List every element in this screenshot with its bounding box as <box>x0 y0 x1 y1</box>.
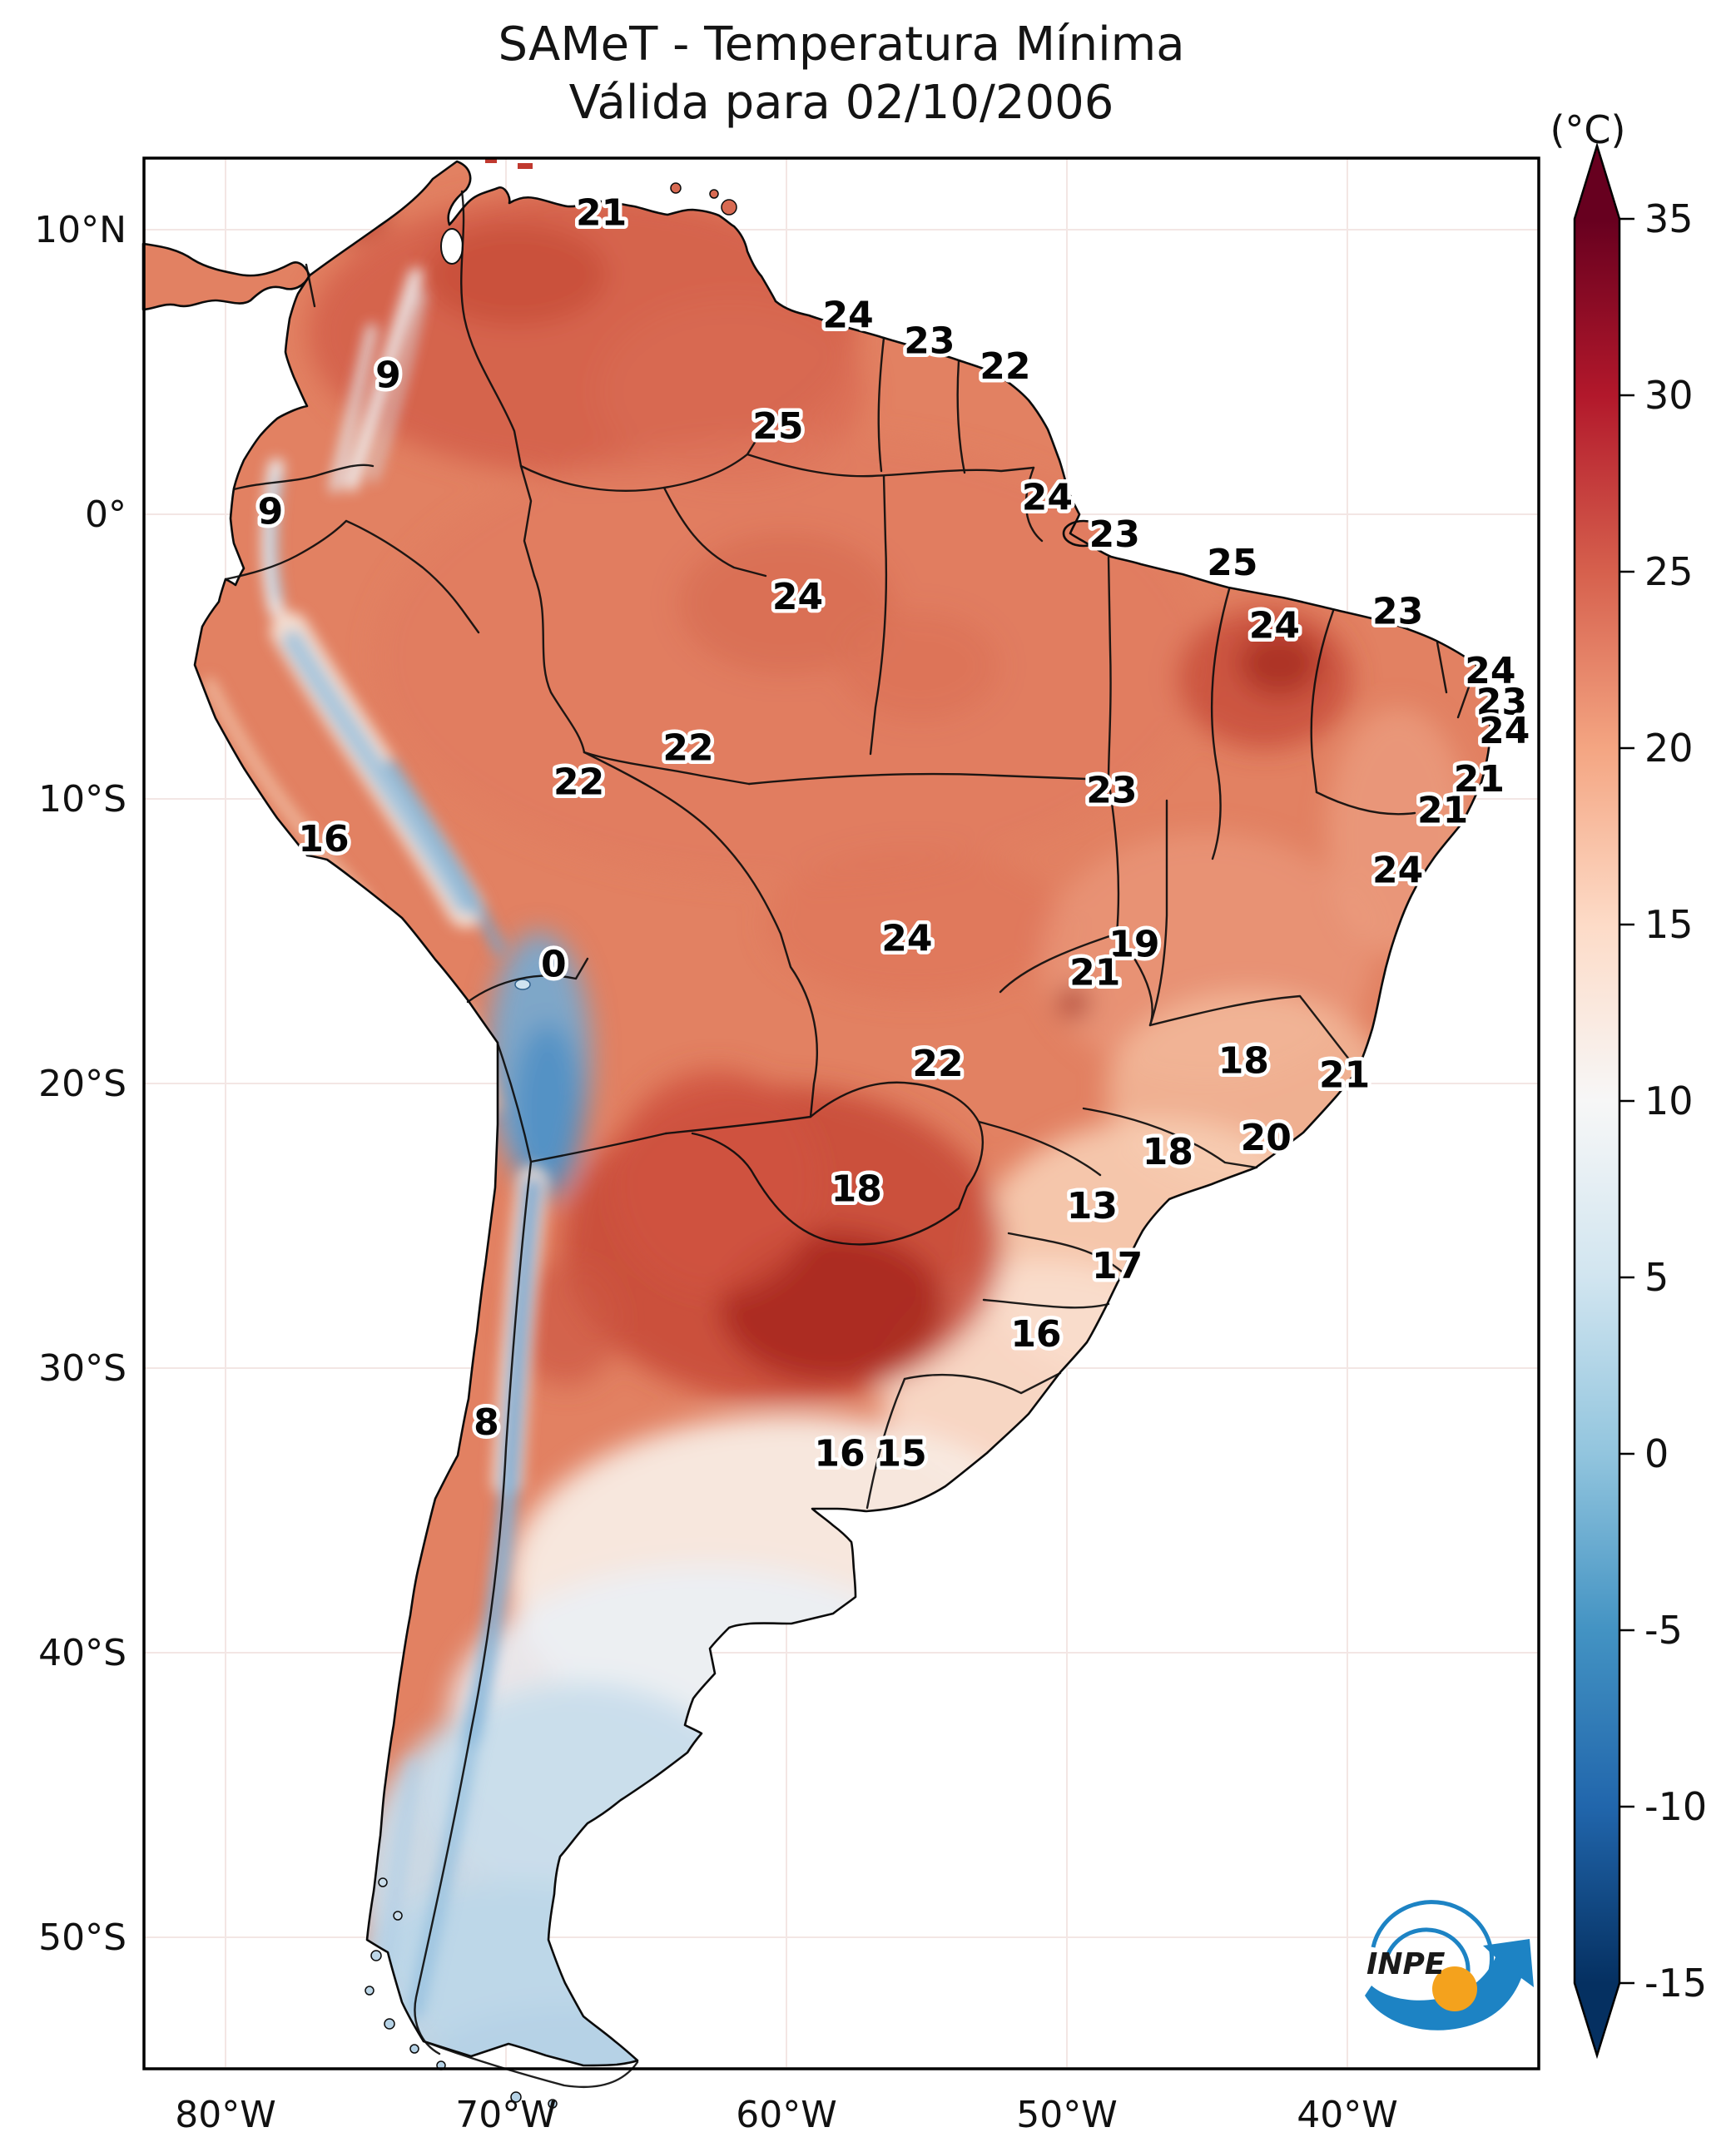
lat-tick-label: 50°S <box>38 1916 126 1959</box>
lon-tick-label: 70°W <box>455 2094 557 2136</box>
longitude-axis-labels: 80°W 70°W 60°W 50°W 40°W <box>175 2094 1398 2136</box>
colorbar-under-arrow <box>1575 1983 1619 2055</box>
temp-label: 13 <box>1067 1185 1118 1227</box>
temp-label: 16 <box>1010 1313 1061 1356</box>
temp-label: 23 <box>1476 682 1527 724</box>
temp-label: 16 <box>814 1433 865 1475</box>
temp-label: 22 <box>553 761 604 803</box>
temp-label: 21 <box>576 191 627 234</box>
lat-tick-label: 40°S <box>38 1632 126 1674</box>
lat-tick-label: 10°S <box>38 778 126 821</box>
temp-label: 23 <box>904 320 955 362</box>
colorbar-tick-label: -10 <box>1644 1784 1707 1829</box>
temp-label: 22 <box>980 345 1030 388</box>
colorbar-tick-label: 15 <box>1644 902 1694 947</box>
colorbar-tick-label: 35 <box>1644 196 1694 241</box>
islands <box>365 158 737 2109</box>
colorbar-unit-label: (°C) <box>1550 107 1625 152</box>
lake-maracaibo <box>440 228 464 265</box>
temp-label: 24 <box>1022 476 1073 518</box>
lon-tick-label: 80°W <box>175 2094 276 2136</box>
inpe-logo-inner-swirl <box>1386 1927 1471 1987</box>
inpe-logo-outer-swirl <box>1371 1900 1495 1992</box>
temp-label: 8 <box>474 1401 499 1444</box>
colorbar-tick-label: 10 <box>1644 1078 1694 1123</box>
temp-label: 9 <box>375 354 401 396</box>
lat-tick-label: 0° <box>85 493 126 536</box>
temp-label: 16 <box>298 818 349 860</box>
colorbar: (°C) 35 30 25 20 15 10 5 0 -5 -10 -15 <box>1550 107 1707 2060</box>
temp-label: 21 <box>1417 790 1468 832</box>
lon-tick-label: 60°W <box>736 2094 837 2136</box>
temp-label: 22 <box>912 1043 963 1085</box>
temp-label: 24 <box>1465 650 1515 692</box>
colorbar-tick-label: 0 <box>1644 1431 1669 1476</box>
lat-tick-label: 20°S <box>38 1063 126 1105</box>
inpe-logo-orange-dot <box>1432 1966 1477 2011</box>
temp-label: 23 <box>1086 770 1137 812</box>
andes-mountain-band <box>203 268 548 2021</box>
temp-label: 21 <box>1319 1054 1370 1097</box>
temperature-field <box>143 161 1490 2065</box>
temp-label: 19 <box>1109 923 1159 965</box>
temp-label: 9 <box>258 491 284 533</box>
temp-label: 24 <box>881 918 932 960</box>
temp-label: 22 <box>662 726 713 769</box>
temp-label: 18 <box>1218 1040 1269 1083</box>
colorbar-tick-label: 30 <box>1644 373 1694 418</box>
colorbar-tick-label: -15 <box>1644 1961 1707 2006</box>
temp-label: 24 <box>1479 710 1530 752</box>
temp-label: 23 <box>1089 513 1140 556</box>
colorbar-tick-label: 20 <box>1644 726 1694 771</box>
temp-label: 23 <box>1372 590 1423 632</box>
temp-label: 24 <box>1372 850 1423 892</box>
latitude-axis-labels: 10°N 0° 10°S 20°S 30°S 40°S 50°S <box>34 209 126 1959</box>
temp-label: 15 <box>876 1433 927 1475</box>
temp-label: 24 <box>1249 604 1300 647</box>
temp-label: 0 <box>541 943 567 985</box>
colorbar-tick-label: 25 <box>1644 549 1694 594</box>
lon-tick-label: 40°W <box>1297 2094 1398 2136</box>
colorbar-over-arrow <box>1575 146 1619 219</box>
temp-label: 21 <box>1454 758 1505 801</box>
colorbar-ticks: 35 30 25 20 15 10 5 0 -5 -10 -15 <box>1619 196 1707 2006</box>
lat-tick-label: 10°N <box>34 209 126 251</box>
colorbar-bar <box>1575 219 1619 1983</box>
lat-tick-label: 30°S <box>38 1347 126 1390</box>
temp-label: 24 <box>823 295 874 337</box>
inpe-logo: INPE <box>1365 1900 1534 2031</box>
temp-label: 21 <box>1069 952 1120 994</box>
lon-tick-label: 50°W <box>1016 2094 1118 2136</box>
temp-label: 25 <box>752 405 803 448</box>
temp-label: 25 <box>1207 542 1257 584</box>
colorbar-tick-label: 5 <box>1644 1255 1669 1300</box>
temp-label: 17 <box>1092 1245 1143 1287</box>
inpe-logo-text: INPE <box>1366 1947 1446 1981</box>
temp-label: 20 <box>1241 1117 1292 1159</box>
colorbar-tick-label: -5 <box>1644 1608 1683 1653</box>
lake-titicaca <box>514 979 531 990</box>
inpe-logo-arrow <box>1365 1939 1534 2031</box>
temp-label: 18 <box>1143 1131 1193 1173</box>
political-borders <box>224 190 1478 2089</box>
temp-label: 18 <box>831 1168 882 1211</box>
chart-title-line1: SAMeT - Temperatura Mínima <box>498 17 1184 72</box>
chart-title-line2: Válida para 02/10/2006 <box>569 76 1114 130</box>
map-frame <box>142 156 1540 2070</box>
temp-label: 24 <box>772 576 823 618</box>
